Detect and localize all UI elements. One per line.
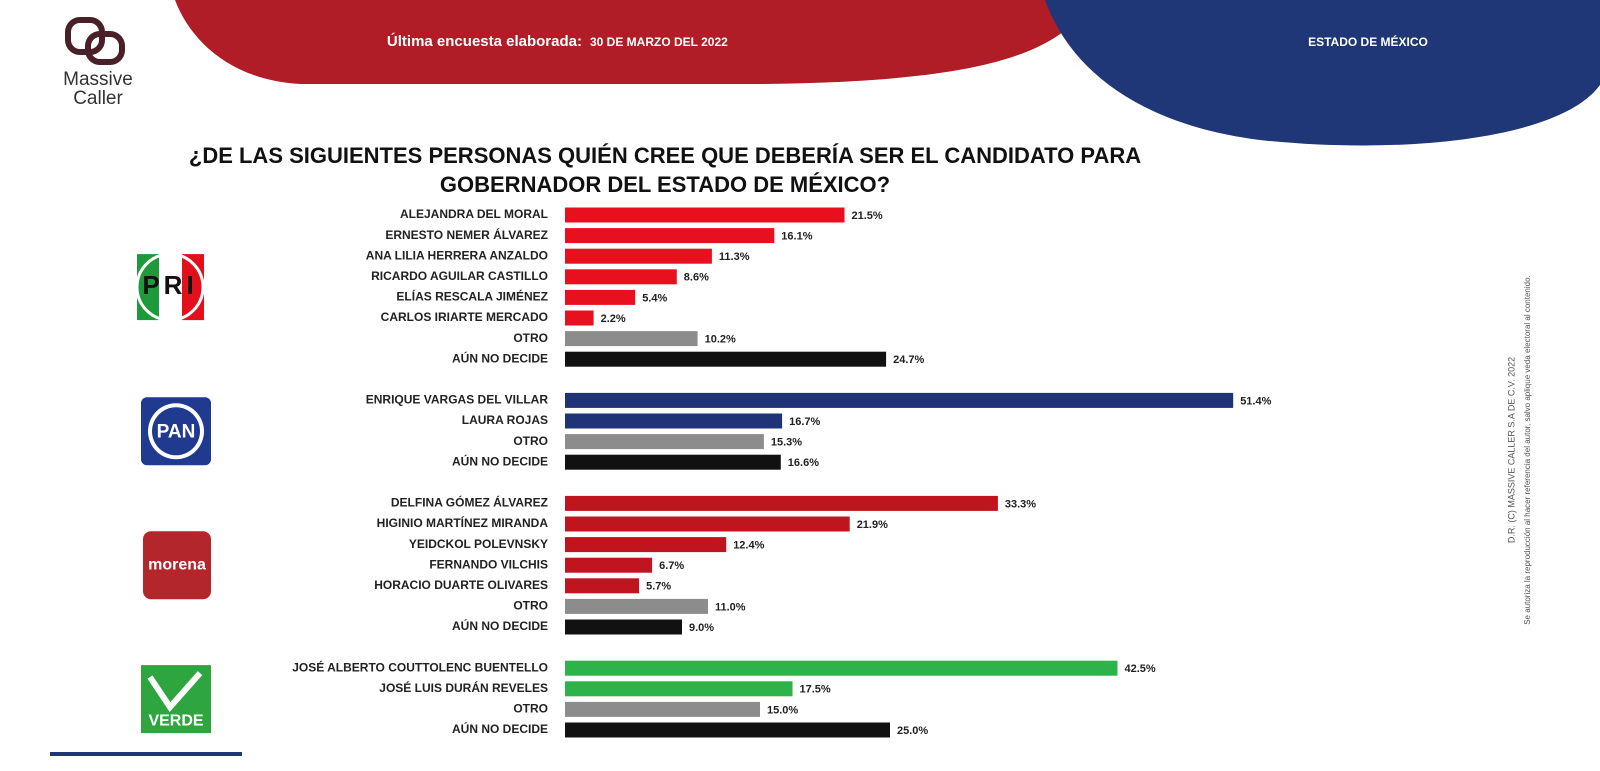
category-label: DELFINA GÓMEZ ÁLVAREZ (391, 495, 548, 510)
category-label: OTRO (513, 434, 548, 448)
logo-ring (135, 252, 205, 322)
bar (565, 681, 793, 697)
footer-line (50, 752, 242, 756)
header-blue (1045, 0, 1600, 146)
value-label: 51.4% (1240, 395, 1271, 407)
value-label: 16.1% (781, 231, 812, 243)
copyright: D.R. (C) MASSIVE CALLER S.A DE C.V. 2022 (1506, 357, 1516, 543)
category-label: CARLOS IRIARTE MERCADO (381, 310, 548, 324)
category-label: ANA LILIA HERRERA ANZALDO (366, 248, 548, 262)
bar (565, 578, 640, 594)
bar (565, 619, 682, 635)
bar (565, 413, 783, 429)
logo-white (159, 254, 182, 321)
logo-mark (147, 671, 203, 713)
bar (565, 701, 760, 717)
bar (565, 310, 594, 326)
bar (565, 516, 850, 532)
category-label: ALEJANDRA DEL MORAL (400, 207, 548, 221)
value-label: 21.5% (852, 210, 883, 222)
category-label: JOSÉ ALBERTO COUTTOLENC BUENTELLO (292, 659, 548, 674)
bar (565, 392, 1234, 408)
value-label: 33.3% (1005, 498, 1036, 510)
bar (565, 351, 887, 367)
logo-box (143, 531, 211, 600)
value-label: 6.7% (659, 560, 684, 572)
disclaimer: Se autoriza la reproducción al hacer ref… (1523, 275, 1532, 625)
value-label: 25.0% (897, 725, 928, 737)
value-label: 11.0% (715, 601, 746, 613)
category-label: LAURA ROJAS (462, 413, 548, 427)
bar (565, 537, 727, 553)
category-label: JOSÉ LUIS DURÁN REVELES (379, 680, 548, 695)
bar (565, 557, 653, 573)
category-label: OTRO (513, 599, 548, 613)
value-label: 17.5% (800, 684, 831, 696)
value-label: 15.3% (771, 437, 802, 449)
bar (565, 722, 890, 738)
brand-logo: Massive Caller (63, 17, 133, 109)
value-label: 2.2% (601, 313, 626, 325)
value-label: 15.0% (767, 704, 798, 716)
category-label: ELÍAS RESCALA JIMÉNEZ (396, 289, 548, 304)
header-date: 30 DE MARZO DEL 2022 (590, 35, 728, 49)
value-label: 16.7% (789, 416, 820, 428)
value-label: 9.0% (689, 622, 714, 634)
bar (565, 495, 998, 511)
value-label: 16.6% (788, 457, 819, 469)
brand-name: Massive (63, 69, 133, 90)
bar (565, 228, 775, 244)
category-label: OTRO (513, 702, 548, 716)
category-label: YEIDCKOL POLEVNSKY (409, 537, 548, 551)
bar (565, 598, 708, 614)
value-label: 5.4% (642, 292, 667, 304)
party-logo-text: morena (148, 556, 206, 573)
brand-name: Caller (73, 88, 123, 109)
party-logo-text: PRI (142, 270, 197, 300)
category-label: AÚN NO DECIDE (452, 721, 548, 736)
bar (565, 269, 677, 285)
bar (565, 454, 781, 470)
value-label: 11.3% (719, 251, 750, 263)
bar (565, 331, 698, 347)
category-label: FERNANDO VILCHIS (429, 557, 548, 571)
value-label: 10.2% (705, 334, 736, 346)
value-label: 42.5% (1125, 663, 1156, 675)
header-band (175, 0, 1090, 84)
bar (565, 248, 712, 264)
value-label: 8.6% (684, 272, 709, 284)
party-logo-text: VERDE (148, 712, 203, 729)
bar (565, 289, 636, 305)
category-label: HORACIO DUARTE OLIVARES (374, 578, 548, 592)
header-region: ESTADO DE MÉXICO (1308, 34, 1428, 49)
category-label: ENRIQUE VARGAS DEL VILLAR (366, 393, 549, 407)
category-label: AÚN NO DECIDE (452, 453, 548, 468)
value-label: 5.7% (646, 581, 671, 593)
category-label: ERNESTO NEMER ÁLVAREZ (385, 227, 548, 242)
chart-title: GOBERNADOR DEL ESTADO DE MÉXICO? (440, 172, 890, 197)
bar (565, 207, 845, 223)
category-label: RICARDO AGUILAR CASTILLO (371, 269, 548, 283)
logo-ring (152, 407, 200, 456)
category-label: AÚN NO DECIDE (452, 618, 548, 633)
value-label: 12.4% (733, 540, 764, 552)
header-label: Última encuesta elaborada: (387, 32, 582, 50)
value-label: 24.7% (893, 354, 924, 366)
chart-title: ¿DE LAS SIGUIENTES PERSONAS QUIÉN CREE Q… (189, 143, 1141, 168)
value-label: 21.9% (857, 519, 888, 531)
bar (565, 434, 764, 450)
category-label: AÚN NO DECIDE (452, 350, 548, 365)
party-logo-text: PAN (157, 421, 196, 442)
category-label: OTRO (513, 331, 548, 345)
category-label: HIGINIO MARTÍNEZ MIRANDA (377, 515, 549, 530)
bar (565, 660, 1118, 676)
